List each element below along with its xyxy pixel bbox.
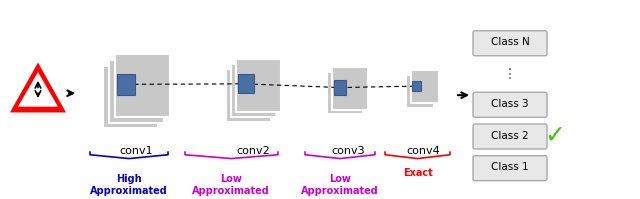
FancyBboxPatch shape	[334, 80, 346, 95]
Text: Class 3: Class 3	[491, 99, 529, 109]
Text: Class N: Class N	[491, 37, 529, 47]
FancyBboxPatch shape	[236, 59, 280, 112]
FancyBboxPatch shape	[412, 81, 421, 91]
FancyBboxPatch shape	[332, 67, 368, 110]
Text: Class 1: Class 1	[491, 162, 529, 172]
Text: ⋮: ⋮	[503, 67, 517, 81]
FancyBboxPatch shape	[230, 64, 275, 117]
FancyBboxPatch shape	[473, 124, 547, 149]
FancyBboxPatch shape	[237, 74, 253, 94]
FancyBboxPatch shape	[117, 74, 135, 95]
Text: conv2: conv2	[236, 146, 270, 156]
FancyBboxPatch shape	[225, 69, 271, 122]
Text: Low
Approximated: Low Approximated	[301, 174, 379, 196]
FancyBboxPatch shape	[473, 92, 547, 117]
FancyBboxPatch shape	[473, 31, 547, 56]
FancyBboxPatch shape	[411, 70, 439, 103]
FancyBboxPatch shape	[102, 66, 157, 128]
FancyBboxPatch shape	[473, 156, 547, 181]
Text: Low
Approximated: Low Approximated	[192, 174, 270, 196]
Polygon shape	[10, 62, 66, 112]
FancyBboxPatch shape	[109, 60, 163, 123]
Text: conv3: conv3	[331, 146, 365, 156]
Text: High
Approximated: High Approximated	[90, 174, 168, 196]
FancyBboxPatch shape	[115, 54, 170, 117]
Text: Exact: Exact	[403, 168, 433, 178]
Polygon shape	[18, 72, 58, 107]
Text: ✓: ✓	[545, 124, 566, 147]
FancyBboxPatch shape	[406, 75, 434, 108]
Text: conv4: conv4	[406, 146, 440, 156]
FancyBboxPatch shape	[327, 72, 363, 114]
Text: Class 2: Class 2	[491, 131, 529, 140]
Text: conv1: conv1	[119, 146, 153, 156]
